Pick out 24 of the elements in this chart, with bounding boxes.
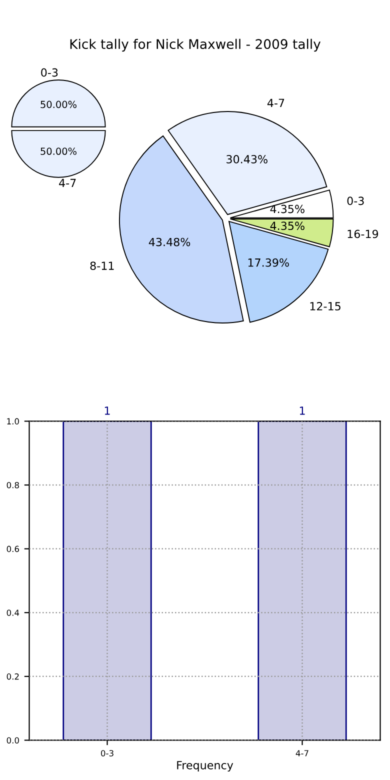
data-label: 43.48% (148, 238, 190, 246)
slice-label: 8-11 (90, 262, 114, 270)
y-tick-label: 1.0 (7, 418, 19, 424)
slice-label: 0-3 (41, 68, 58, 77)
data-label: 50.00% (40, 100, 76, 108)
data-label: 17.39% (248, 258, 289, 267)
x-axis-title: Frequency (177, 761, 234, 772)
slice-label: 12-15 (310, 302, 340, 310)
data-label: 1 (300, 406, 305, 415)
y-tick-label: 0.0 (6, 737, 19, 744)
y-tick-label: 0.2 (6, 673, 19, 680)
slice-label: 4-7 (59, 178, 76, 187)
slice-label: 0-3 (347, 196, 364, 206)
y-tick-label: 0.8 (6, 482, 19, 488)
data-label: 4.35% (270, 222, 304, 230)
data-label: 30.43% (226, 155, 268, 164)
chart-title: Kick tally for Nick Maxwell - 2009 tally (70, 38, 321, 52)
data-label: 4.35% (270, 204, 304, 214)
y-tick-label: 0.4 (6, 610, 20, 616)
slice-label: 4-7 (267, 98, 284, 107)
data-label: 1 (104, 406, 110, 415)
slice-label: 16-19 (348, 230, 378, 238)
y-tick-label: 0.6 (6, 546, 20, 552)
data-label: 50.00% (40, 148, 76, 155)
